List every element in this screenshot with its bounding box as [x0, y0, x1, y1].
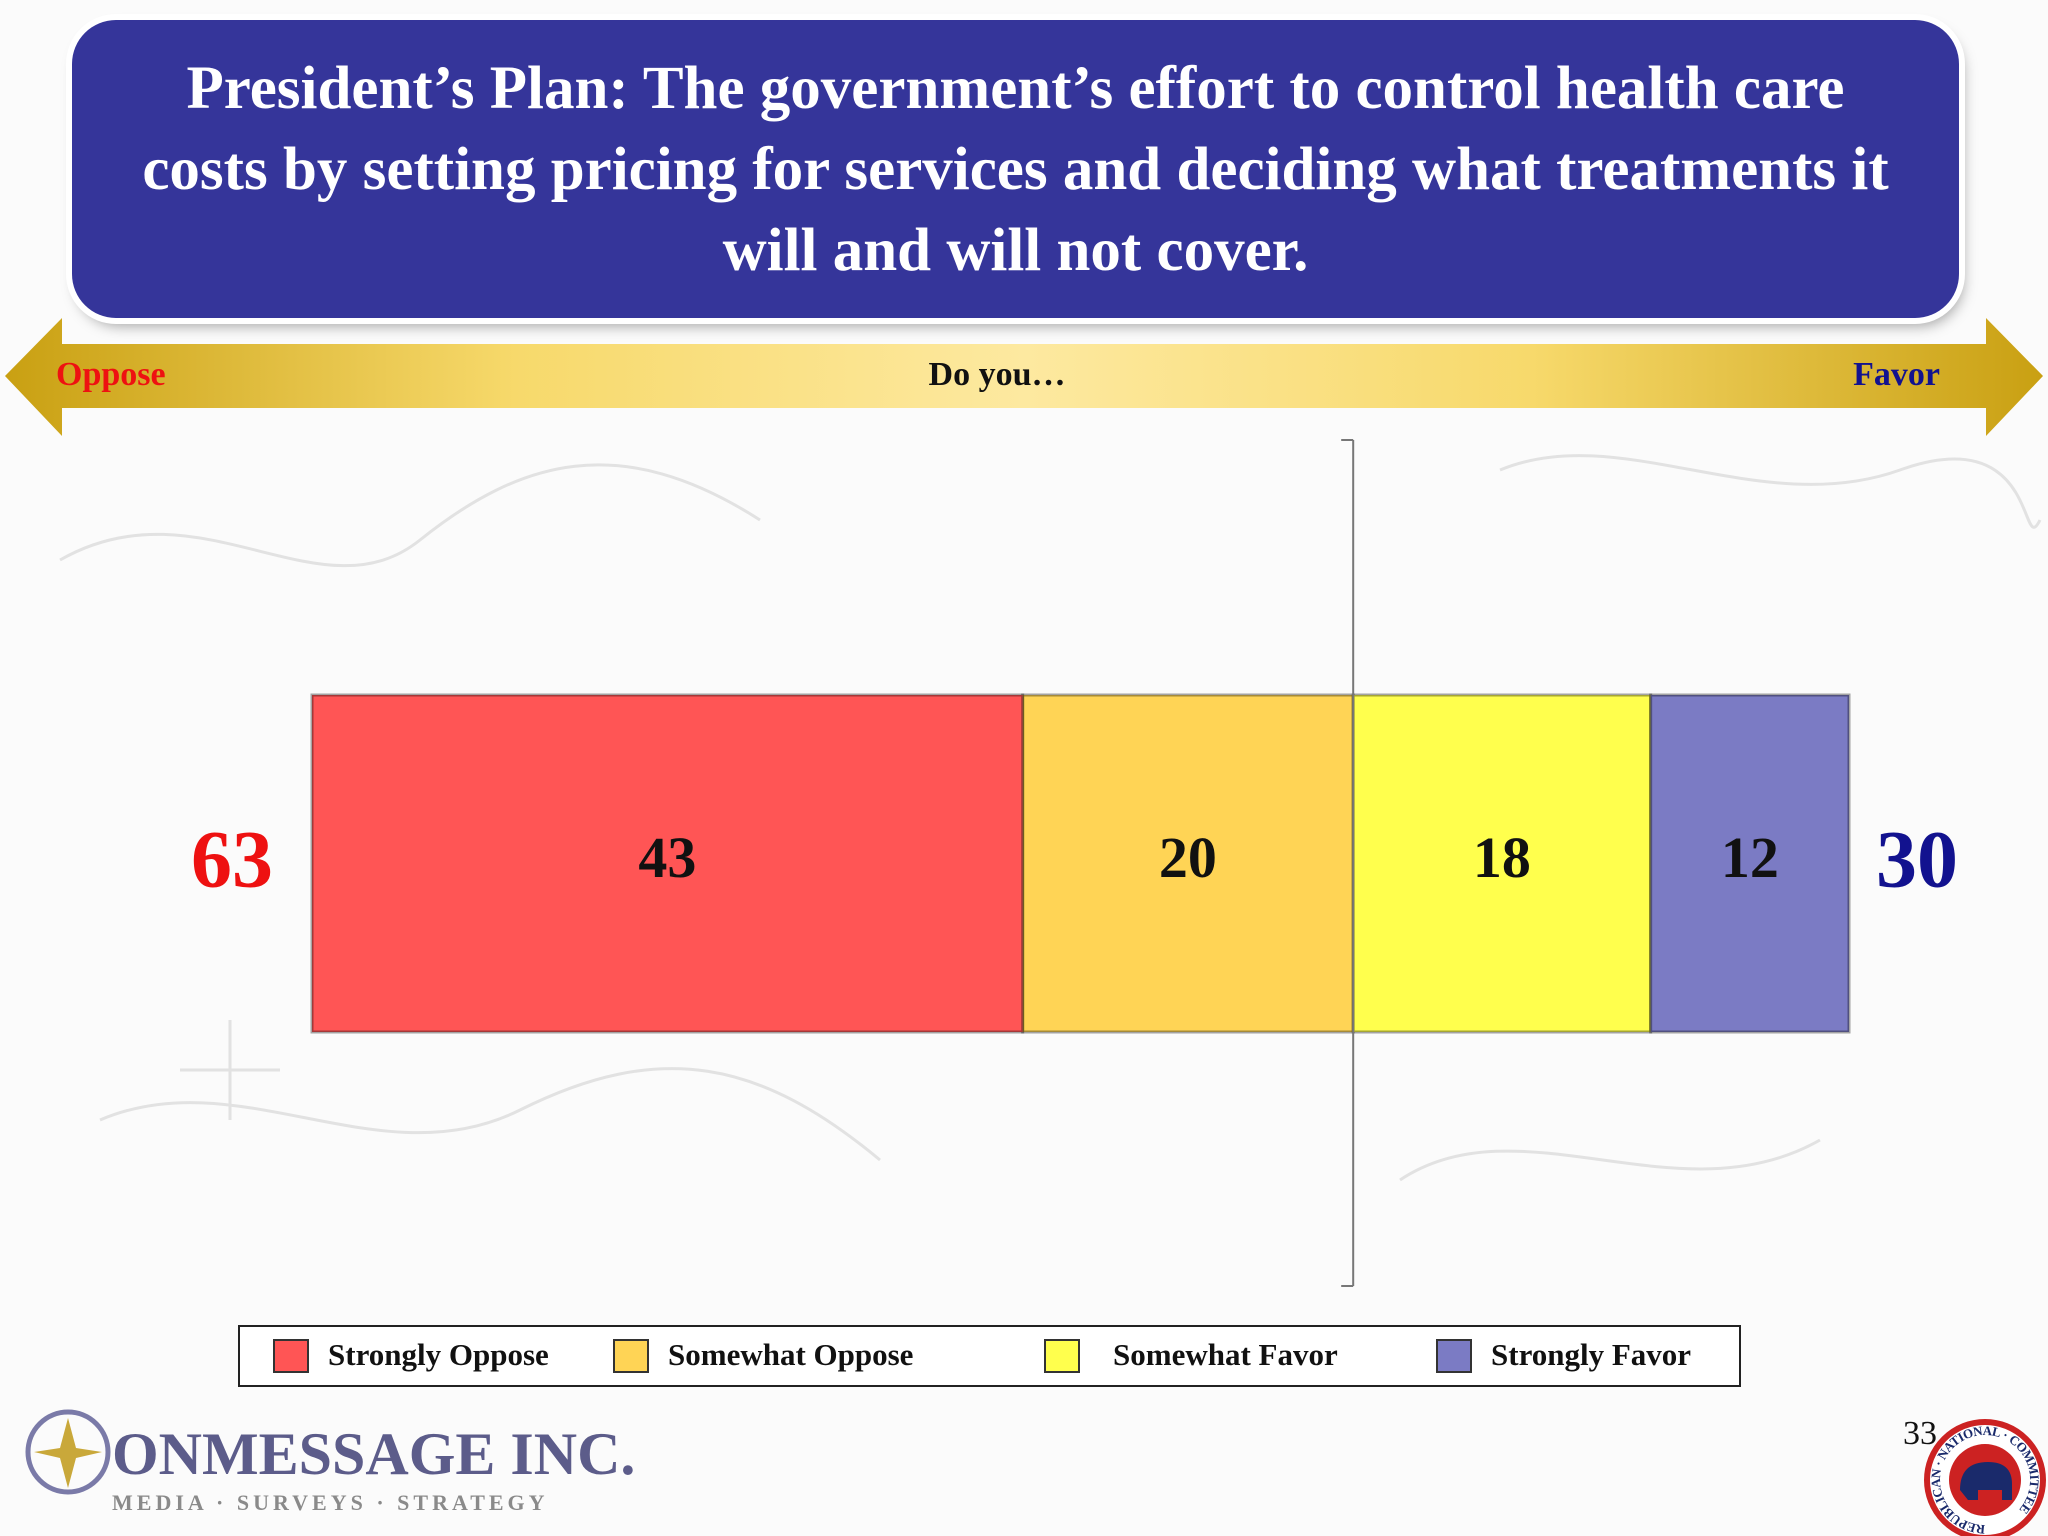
- favor-label: Favor: [1853, 356, 1940, 393]
- oppose-label: Oppose: [56, 356, 166, 393]
- question-label: Do you…: [929, 356, 1066, 393]
- legend-label: Strongly Favor: [1491, 1337, 1691, 1372]
- legend-swatch: [1044, 1339, 1080, 1373]
- legend-swatch: [1436, 1339, 1472, 1373]
- bar-value-label: 12: [1721, 825, 1779, 890]
- company-logo: ONMESSAGE INC. MEDIA · SURVEYS · STRATEG…: [25, 1409, 635, 1515]
- favor-total: 30: [1876, 813, 1958, 904]
- bar-segment: [1021, 693, 1355, 1034]
- oppose-total: 63: [191, 813, 273, 904]
- bar-segment: [310, 693, 1025, 1034]
- legend-box: [238, 1325, 1741, 1387]
- legend-label: Strongly Oppose: [328, 1337, 549, 1372]
- company-name: ONMESSAGE INC.: [112, 1421, 635, 1487]
- slide-title: President’s Plan: The government’s effor…: [72, 20, 1959, 318]
- bar-value-label: 20: [1159, 825, 1217, 890]
- background-contours: [59, 454, 2042, 1182]
- legend-swatch: [273, 1339, 309, 1373]
- legend-swatch: [613, 1339, 649, 1373]
- bar-segment: [1351, 693, 1653, 1034]
- legend-label: Somewhat Oppose: [668, 1337, 913, 1372]
- company-tagline: MEDIA · SURVEYS · STRATEGY: [112, 1490, 549, 1515]
- page-number: 33: [1903, 1415, 1937, 1452]
- bar-segment: [1649, 693, 1851, 1034]
- rnc-seal: REPUBLICAN · NATIONAL · COMMITTEE: [1924, 1419, 2046, 1536]
- bar-value-label: 18: [1473, 825, 1531, 890]
- scale-arrow: [5, 318, 2043, 436]
- bar-value-label: 43: [638, 825, 696, 890]
- legend-label: Somewhat Favor: [1113, 1337, 1338, 1372]
